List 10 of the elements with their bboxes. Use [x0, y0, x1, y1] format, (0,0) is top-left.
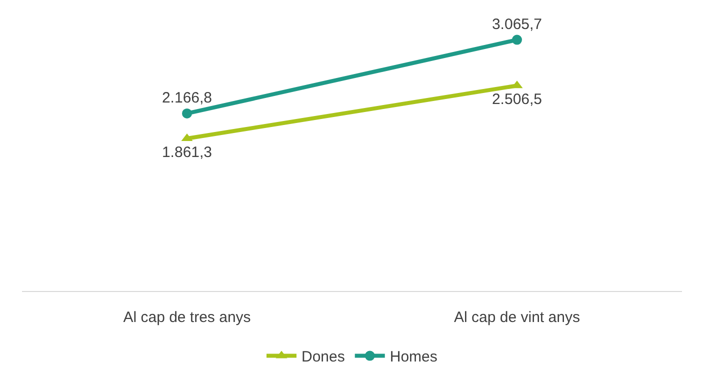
data-label: 3.065,7 — [492, 16, 542, 33]
x-tick-label: Al cap de tres anys — [123, 309, 251, 326]
point — [182, 108, 192, 118]
x-tick-label: Al cap de vint anys — [454, 309, 580, 326]
legend-label: Homes — [390, 348, 438, 366]
point — [512, 34, 522, 45]
data-label: 2.166,8 — [162, 89, 212, 106]
legend-label: Dones — [302, 348, 345, 366]
data-label: 2.506,5 — [492, 91, 542, 108]
data-label: 1.861,3 — [162, 144, 212, 161]
